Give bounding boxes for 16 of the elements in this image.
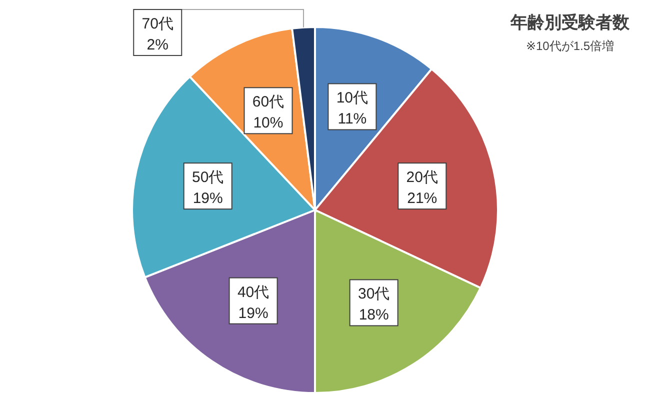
slice-label: 30代 <box>358 286 390 303</box>
slice-label: 40代 <box>237 284 270 301</box>
data-label: 19% <box>238 304 268 322</box>
slice-label: 50代 <box>192 169 224 186</box>
data-label: 18% <box>358 306 389 324</box>
slice-label: 70代 <box>142 15 174 32</box>
text: 年齢別受験者数 <box>510 13 630 32</box>
slice-label: 60代 <box>252 94 284 111</box>
data-label: 10% <box>253 114 284 132</box>
data-label: 21% <box>407 190 438 208</box>
data-label: 2% <box>146 36 168 54</box>
data-label: 19% <box>192 190 223 208</box>
slice-label: 20代 <box>406 169 438 186</box>
text: ※10代が1.5倍増 <box>526 39 614 53</box>
slice-label: 10代 <box>336 90 368 107</box>
data-label: 11% <box>338 110 367 128</box>
